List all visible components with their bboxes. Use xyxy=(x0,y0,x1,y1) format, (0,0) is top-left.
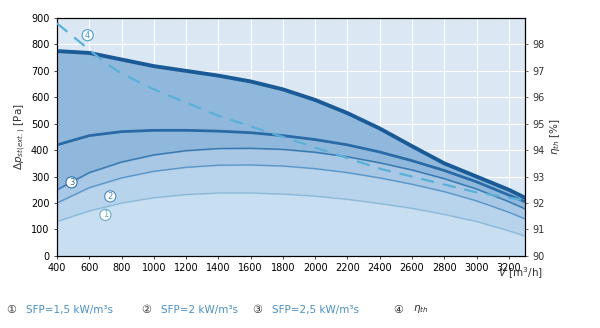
Text: ③: ③ xyxy=(252,305,262,315)
Text: SFP=2 kW/m³s: SFP=2 kW/m³s xyxy=(161,305,238,315)
Text: 3: 3 xyxy=(69,178,74,187)
Text: 1: 1 xyxy=(103,210,108,219)
Text: 4: 4 xyxy=(85,31,90,40)
Y-axis label: $\Delta p_{st(ext.)}$ [Pa]: $\Delta p_{st(ext.)}$ [Pa] xyxy=(13,104,28,170)
Text: $\eta_{th}$: $\eta_{th}$ xyxy=(413,303,428,315)
Text: 2: 2 xyxy=(107,192,113,201)
Text: ②: ② xyxy=(141,305,151,315)
Text: SFP=2,5 kW/m³s: SFP=2,5 kW/m³s xyxy=(272,305,359,315)
Text: $\dot{V}$ [m$^3$/h]: $\dot{V}$ [m$^3$/h] xyxy=(498,264,543,281)
Y-axis label: $\eta_{th}$ [%]: $\eta_{th}$ [%] xyxy=(548,118,562,155)
Text: SFP=1,5 kW/m³s: SFP=1,5 kW/m³s xyxy=(26,305,113,315)
Text: ④: ④ xyxy=(393,305,403,315)
Text: ①: ① xyxy=(6,305,16,315)
